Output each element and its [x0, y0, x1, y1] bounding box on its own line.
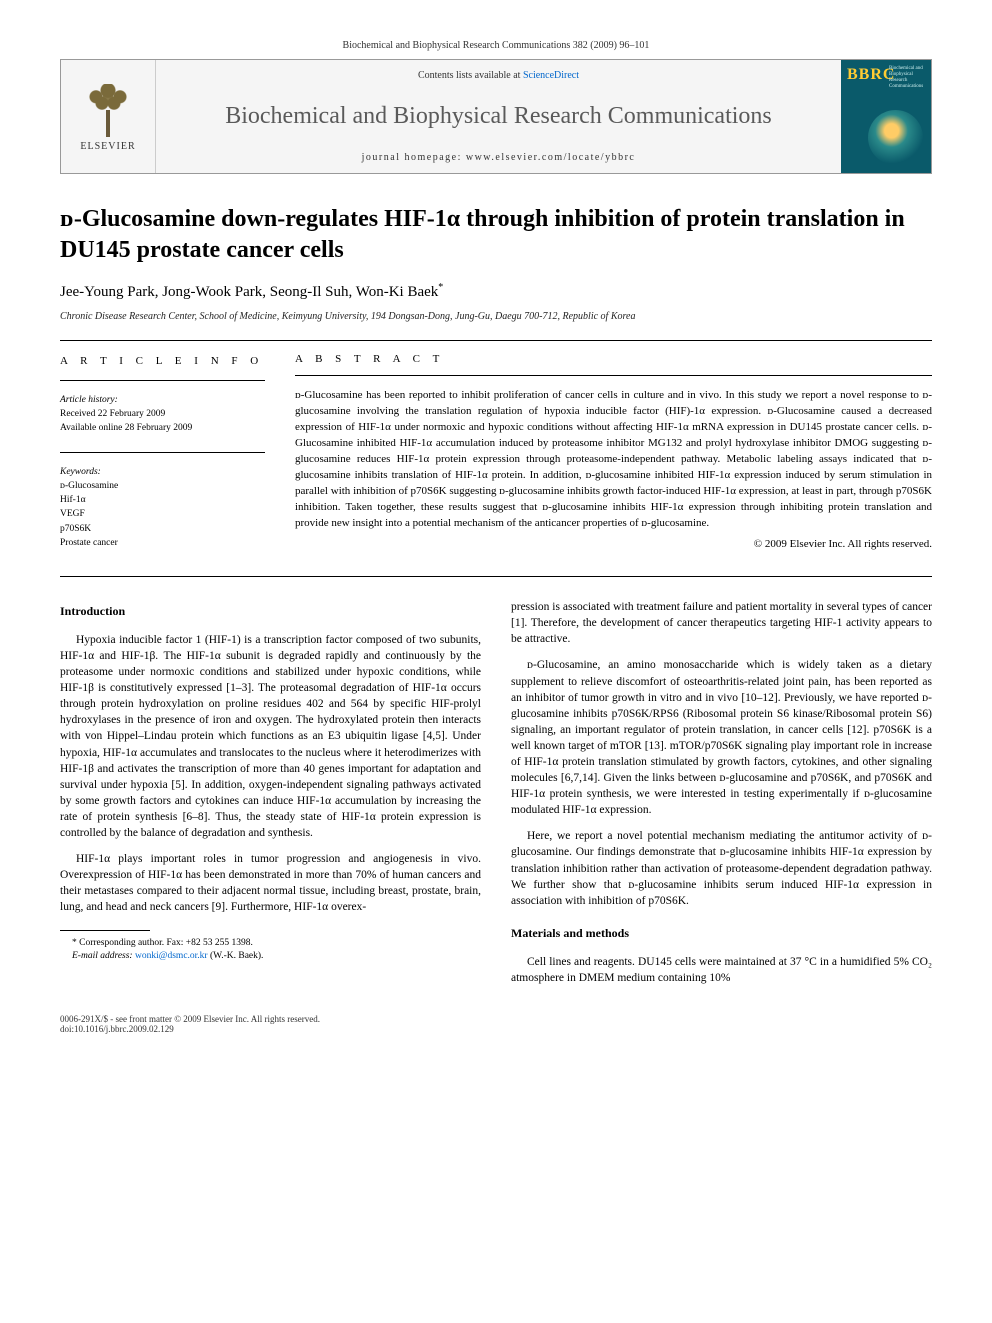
divider: [60, 576, 932, 577]
methods-heading: Materials and methods: [511, 925, 932, 942]
contents-prefix: Contents lists available at: [418, 70, 523, 81]
body-paragraph: Here, we report a novel potential mechan…: [511, 828, 932, 908]
body-paragraph: Cell lines and reagents. DU145 cells wer…: [511, 954, 932, 986]
journal-banner: ELSEVIER Contents lists available at Sci…: [60, 59, 932, 174]
left-column: Introduction Hypoxia inducible factor 1 …: [60, 599, 481, 996]
article-info-column: A R T I C L E I N F O Article history: R…: [60, 353, 265, 566]
introduction-heading: Introduction: [60, 603, 481, 620]
article-info-heading: A R T I C L E I N F O: [60, 353, 265, 370]
keywords-label: Keywords:: [60, 465, 265, 479]
cover-art-icon: [862, 104, 929, 171]
running-header: Biochemical and Biophysical Research Com…: [60, 40, 932, 51]
banner-center: Contents lists available at ScienceDirec…: [156, 60, 841, 173]
body-paragraph: Hypoxia inducible factor 1 (HIF-1) is a …: [60, 632, 481, 841]
publisher-logo-block: ELSEVIER: [61, 60, 156, 173]
affiliation: Chronic Disease Research Center, School …: [60, 311, 932, 322]
contents-line: Contents lists available at ScienceDirec…: [172, 70, 825, 81]
info-abstract-row: A R T I C L E I N F O Article history: R…: [60, 353, 932, 566]
page-footer: 0006-291X/$ - see front matter © 2009 El…: [60, 1014, 932, 1034]
abstract-copyright: © 2009 Elsevier Inc. All rights reserved…: [295, 538, 932, 550]
homepage-url[interactable]: www.elsevier.com/locate/ybbrc: [466, 152, 635, 163]
footer-copyright: 0006-291X/$ - see front matter © 2009 El…: [60, 1014, 320, 1024]
corresponding-footnote: * Corresponding author. Fax: +82 53 255 …: [60, 937, 481, 950]
keywords-block: Keywords: ᴅ-Glucosamine Hif-1α VEGF p70S…: [60, 465, 265, 551]
body-paragraph: HIF-1α plays important roles in tumor pr…: [60, 851, 481, 915]
cover-fulltext: Biochemical and Biophysical Research Com…: [889, 66, 927, 90]
divider: [60, 380, 265, 381]
body-paragraph: pression is associated with treatment fa…: [511, 599, 932, 647]
keyword: Prostate cancer: [60, 536, 265, 550]
keyword: Hif-1α: [60, 493, 265, 507]
history-label: Article history:: [60, 393, 265, 407]
homepage-line: journal homepage: www.elsevier.com/locat…: [172, 152, 825, 163]
journal-cover-thumbnail: BBRC Biochemical and Biophysical Researc…: [841, 60, 931, 173]
right-column: pression is associated with treatment fa…: [511, 599, 932, 996]
homepage-prefix: journal homepage:: [362, 152, 466, 163]
abstract-text: ᴅ-Glucosamine has been reported to inhib…: [295, 388, 932, 531]
divider: [60, 452, 265, 453]
email-suffix: (W.-K. Baek).: [210, 951, 263, 961]
keyword: ᴅ-Glucosamine: [60, 479, 265, 493]
abstract-heading: A B S T R A C T: [295, 353, 932, 365]
available-date: Available online 28 February 2009: [60, 421, 265, 435]
received-date: Received 22 February 2009: [60, 407, 265, 421]
email-label: E-mail address:: [72, 951, 133, 961]
article-title: ᴅ-Glucosamine down-regulates HIF-1α thro…: [60, 204, 932, 266]
divider: [60, 340, 932, 341]
body-paragraph: ᴅ-Glucosamine, an amino monosaccharide w…: [511, 657, 932, 818]
keyword: VEGF: [60, 507, 265, 521]
divider: [295, 375, 932, 376]
footer-left: 0006-291X/$ - see front matter © 2009 El…: [60, 1014, 320, 1034]
body-two-column: Introduction Hypoxia inducible factor 1 …: [60, 599, 932, 996]
email-footnote: E-mail address: wonki@dsmc.or.kr (W.-K. …: [60, 950, 481, 963]
author-list: Jee-Young Park, Jong-Wook Park, Seong-Il…: [60, 282, 932, 301]
footer-doi: doi:10.1016/j.bbrc.2009.02.129: [60, 1024, 320, 1034]
sciencedirect-link[interactable]: ScienceDirect: [523, 70, 579, 81]
journal-name: Biochemical and Biophysical Research Com…: [172, 103, 825, 130]
authors-text: Jee-Young Park, Jong-Wook Park, Seong-Il…: [60, 284, 438, 300]
publisher-label: ELSEVIER: [80, 141, 135, 152]
keyword: p70S6K: [60, 522, 265, 536]
abstract-column: A B S T R A C T ᴅ-Glucosamine has been r…: [295, 353, 932, 566]
article-history-block: Article history: Received 22 February 20…: [60, 393, 265, 436]
footnote-separator: [60, 930, 150, 931]
email-link[interactable]: wonki@dsmc.or.kr: [135, 951, 208, 961]
corresponding-marker: *: [438, 282, 443, 293]
elsevier-tree-icon: [83, 82, 133, 137]
